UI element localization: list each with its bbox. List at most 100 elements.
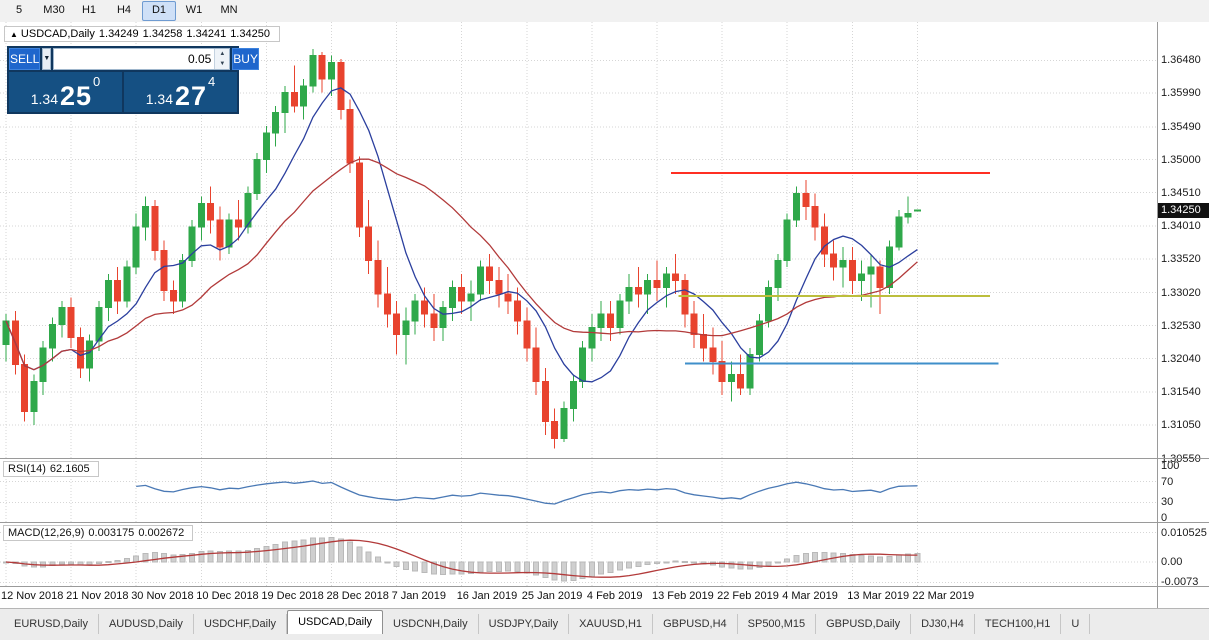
price-axis-label: 1.36480 <box>1161 54 1201 67</box>
price-axis-label: 1.31050 <box>1161 419 1201 432</box>
chart-tab-gbpusd-daily[interactable]: GBPUSD,Daily <box>816 614 912 635</box>
ohlc-close: 1.34250 <box>230 28 270 40</box>
macd-signal-value: 0.002672 <box>138 527 185 539</box>
macd-axis-label: -0.0073 <box>1161 576 1199 589</box>
buy-price-big: 27 <box>174 81 208 111</box>
volume-down-button[interactable]: ▼ <box>215 59 230 69</box>
rsi-line <box>136 480 918 505</box>
main-chart-pane[interactable]: ▲ USDCAD,Daily 1.34249 1.34258 1.34241 1.3425… <box>0 22 1157 458</box>
date-axis-label: 25 Jan 2019 <box>521 590 583 602</box>
macd-axis-label: 0.010525 <box>1161 526 1207 539</box>
date-axis-label: 4 Feb 2019 <box>586 590 643 602</box>
macd-histogram <box>3 536 921 582</box>
chart-tab-gbpusd-h4[interactable]: GBPUSD,H4 <box>653 614 738 635</box>
rsi-value: 62.1605 <box>49 463 90 475</box>
candlestick-chart[interactable] <box>0 22 1157 458</box>
rsi-axis-label: 0 <box>1161 512 1168 524</box>
price-axis-label: 1.33020 <box>1161 286 1201 299</box>
timeframe-button-w1[interactable]: W1 <box>185 4 203 16</box>
timeframe-button-h1[interactable]: H1 <box>81 4 97 16</box>
macd-main-value: 0.003175 <box>88 527 135 539</box>
one-click-toggle-icon[interactable]: ▲ <box>10 30 18 39</box>
price-axis-label: 1.34510 <box>1161 186 1201 199</box>
timeframe-button-h4[interactable]: H4 <box>116 4 132 16</box>
ma-fast-line[interactable] <box>5 87 918 383</box>
date-axis-label: 13 Mar 2019 <box>847 590 910 602</box>
date-axis-label: 28 Dec 2018 <box>326 590 389 602</box>
price-axis[interactable]: 1.36480 1.35990 1.35490 1.35000 1.34510 1.340… <box>1157 22 1209 608</box>
price-axis-label: 1.35000 <box>1161 153 1201 166</box>
timeframe-button-m30[interactable]: M30 <box>43 4 65 16</box>
volume-dropdown-button[interactable]: ▼ <box>42 48 52 70</box>
price-axis-label: 1.32530 <box>1161 319 1201 332</box>
sell-price-big: 25 <box>59 81 93 111</box>
date-axis-label: 22 Mar 2019 <box>912 590 975 602</box>
volume-up-button[interactable]: ▲ <box>215 49 230 59</box>
date-axis-label: 19 Dec 2018 <box>261 590 324 602</box>
timeframe-button-mn[interactable]: MN <box>220 4 238 16</box>
macd-label: MACD(12,26,9) 0.003175 0.002672 <box>3 525 194 541</box>
chart-tab-usdcad-daily[interactable]: USDCAD,Daily <box>287 610 384 635</box>
chart-tab-tech100-h1[interactable]: TECH100,H1 <box>975 614 1062 635</box>
sell-price-small: 1.34 <box>30 91 58 107</box>
timeframe-button-d1[interactable]: D1 <box>142 1 176 21</box>
chart-tab-sp500-m15[interactable]: SP500,M15 <box>738 614 817 635</box>
volume-field: ▲ ▼ <box>53 48 231 70</box>
ohlc-open: 1.34249 <box>98 28 139 40</box>
one-click-trading-panel: SELL ▼ ▲ ▼ BUY 1.34 <box>7 46 259 114</box>
ma-slow-line[interactable] <box>5 158 918 371</box>
rsi-axis-label: 70 <box>1161 475 1174 488</box>
macd-indicator-pane[interactable]: MACD(12,26,9) 0.003175 0.002672 <box>0 522 1157 586</box>
buy-button[interactable]: BUY <box>232 48 259 70</box>
chart-tab-usdjpy-daily[interactable]: USDJPY,Daily <box>479 614 570 635</box>
chart-tab-xauusd-h1[interactable]: XAUUSD,H1 <box>569 614 654 635</box>
rsi-indicator-chart[interactable] <box>0 458 1157 522</box>
ohlc-low: 1.34241 <box>186 28 227 40</box>
chart-symbol-info: ▲ USDCAD,Daily 1.34249 1.34258 1.34241 1.3425… <box>4 26 280 42</box>
rsi-indicator-pane[interactable]: RSI(14) 62.1605 <box>0 458 1157 522</box>
sell-price-sup: 0 <box>93 74 101 89</box>
chart-window: ▲ USDCAD,Daily 1.34249 1.34258 1.34241 1.3425… <box>0 22 1209 608</box>
chevron-down-icon: ▼ <box>43 55 51 62</box>
sell-button[interactable]: SELL <box>9 48 41 70</box>
price-axis-label: 1.34010 <box>1161 220 1201 233</box>
chart-tab-usdchf-daily[interactable]: USDCHF,Daily <box>194 614 288 635</box>
rsi-name: RSI(14) <box>8 463 46 475</box>
rsi-axis-label: 100 <box>1161 460 1180 472</box>
volume-spinner: ▲ ▼ <box>214 49 230 69</box>
price-axis-label: 1.35490 <box>1161 120 1201 133</box>
rsi-label: RSI(14) 62.1605 <box>3 461 99 477</box>
buy-price-display[interactable]: 1.34 27 4 <box>124 72 237 112</box>
macd-axis-label: 0.00 <box>1161 556 1183 568</box>
price-axis-label: 1.31540 <box>1161 386 1201 399</box>
volume-input[interactable] <box>54 49 215 69</box>
ohlc-high: 1.34258 <box>142 28 183 40</box>
chart-tab-audusd-daily[interactable]: AUDUSD,Daily <box>99 614 194 635</box>
date-axis-label: 13 Feb 2019 <box>652 590 714 602</box>
timeframe-toolbar: 5 M30 H1 H4 D1 W1 MN <box>0 0 1209 23</box>
candles <box>2 48 921 449</box>
current-price-badge: 1.34250 <box>1158 203 1209 219</box>
date-axis-label: 12 Nov 2018 <box>1 590 64 602</box>
chart-tab-bar: EURUSD,Daily AUDUSD,Daily USDCHF,Daily USDC… <box>0 608 1209 635</box>
chart-symbol-label: USDCAD,Daily <box>20 28 95 40</box>
buy-price-small: 1.34 <box>145 91 173 107</box>
macd-name: MACD(12,26,9) <box>8 527 85 539</box>
time-axis[interactable]: 12 Nov 2018 21 Nov 2018 30 Nov 2018 10 Dec … <box>0 586 1157 608</box>
chart-tab-eurusd-daily[interactable]: EURUSD,Daily <box>4 614 99 635</box>
price-axis-label: 1.35990 <box>1161 87 1201 100</box>
pane-separator[interactable] <box>0 522 1209 523</box>
date-axis-label: 16 Jan 2019 <box>456 590 518 602</box>
macd-signal-line <box>5 539 918 578</box>
date-axis-label: 30 Nov 2018 <box>131 590 194 602</box>
sell-price-display[interactable]: 1.34 25 0 <box>9 72 122 112</box>
chart-tab-dj30-h4[interactable]: DJ30,H4 <box>911 614 975 635</box>
pane-separator[interactable] <box>0 458 1209 459</box>
date-axis-label: 10 Dec 2018 <box>196 590 259 602</box>
chart-tab-usdcnh-daily[interactable]: USDCNH,Daily <box>383 614 479 635</box>
timeframe-button-5[interactable]: 5 <box>15 4 23 16</box>
price-axis-label: 1.32040 <box>1161 352 1201 365</box>
date-axis-label: 7 Jan 2019 <box>391 590 447 602</box>
chart-tab-u[interactable]: U <box>1061 614 1091 635</box>
